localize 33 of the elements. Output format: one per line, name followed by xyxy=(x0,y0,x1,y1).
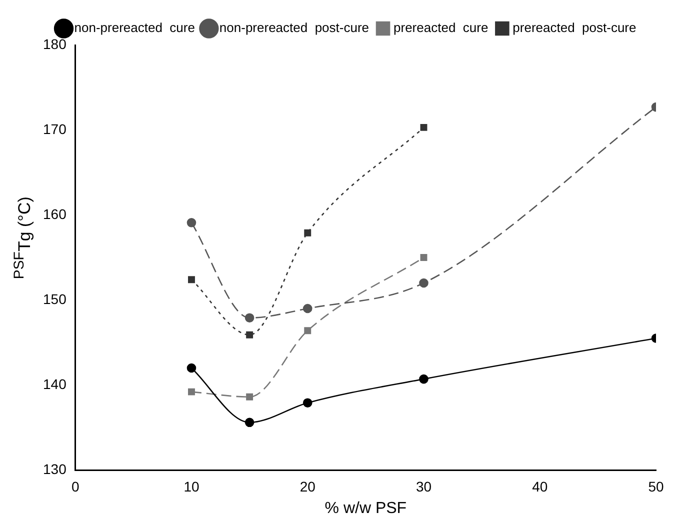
legend-label: non-prereacted post-cure xyxy=(219,20,370,36)
y-tick-label: 180 xyxy=(43,36,67,52)
point xyxy=(302,398,312,408)
point xyxy=(186,218,196,228)
y-tick-label: 150 xyxy=(43,290,67,307)
x-tick-label: 40 xyxy=(532,478,548,494)
point xyxy=(244,418,254,428)
point xyxy=(420,124,428,131)
x-tick-label: 30 xyxy=(416,478,432,494)
x-tick-label: 0 xyxy=(71,478,80,494)
point xyxy=(420,254,428,261)
y-tick-label: 170 xyxy=(43,120,67,137)
x-tick-label: 20 xyxy=(300,478,316,494)
legend-label: prereacted post-cure xyxy=(512,20,636,36)
legend-label: prereacted cure xyxy=(394,20,488,36)
y-tick-label: 160 xyxy=(43,206,67,222)
x-tick-label: 50 xyxy=(648,478,664,494)
point xyxy=(246,393,254,400)
point xyxy=(304,229,312,236)
x-tick-label: 10 xyxy=(184,478,200,494)
point xyxy=(302,304,312,314)
point xyxy=(188,388,195,396)
point xyxy=(188,276,195,284)
point xyxy=(419,278,428,288)
point xyxy=(244,313,254,322)
x-axis-title: % w/w PSF xyxy=(324,500,407,517)
point xyxy=(186,363,196,373)
y-tick-label: 130 xyxy=(43,460,67,477)
y-tick-label: 140 xyxy=(43,376,67,392)
point xyxy=(304,327,312,334)
legend-label: non-prereacted cure xyxy=(74,20,195,36)
point xyxy=(246,331,254,338)
point xyxy=(419,374,428,384)
